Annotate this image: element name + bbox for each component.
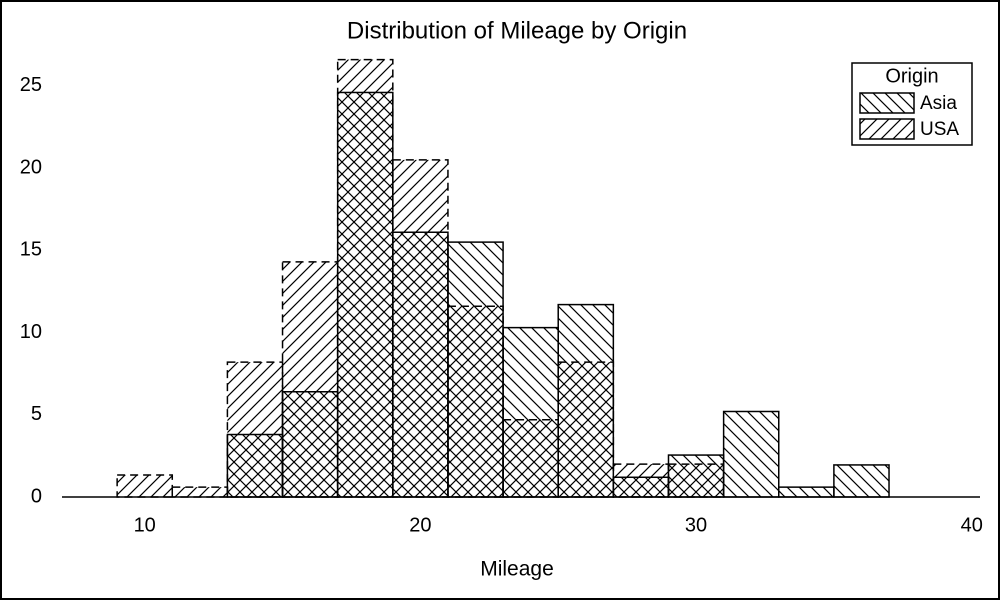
plot-area: 0 5 10 15 20 25 10 20 30 40 (20, 58, 983, 536)
y-tick-label: 0 (31, 485, 42, 507)
y-tick-label: 10 (20, 321, 42, 343)
bar (722, 410, 780, 498)
bar (447, 305, 504, 498)
bar (392, 159, 449, 498)
legend-swatch (859, 92, 915, 114)
bar (557, 361, 615, 498)
y-tick-label: 25 (20, 74, 42, 96)
y-tick-label: 5 (31, 403, 42, 425)
y-tick-label: 15 (20, 239, 42, 261)
bar (667, 463, 725, 498)
x-tick-label: 30 (685, 514, 707, 536)
x-axis-label: Mileage (480, 558, 554, 581)
legend-label: USA (920, 119, 959, 140)
bar (281, 261, 339, 498)
bar (778, 486, 835, 498)
x-tick-label: 40 (961, 514, 983, 536)
bar (612, 463, 670, 498)
bar (226, 361, 284, 498)
bar (833, 464, 890, 498)
legend-label: Asia (920, 93, 957, 114)
legend-swatch (859, 118, 915, 140)
legend: Origin Asia USA (851, 62, 973, 146)
bar (116, 474, 174, 498)
chart-title: Distribution of Mileage by Origin (347, 17, 687, 44)
bar (336, 58, 394, 498)
bar (171, 486, 229, 498)
y-tick-label: 20 (20, 156, 42, 178)
x-tick-label: 20 (409, 514, 431, 536)
legend-title: Origin (885, 65, 938, 87)
x-tick-label: 10 (134, 514, 156, 536)
bar (502, 418, 559, 498)
